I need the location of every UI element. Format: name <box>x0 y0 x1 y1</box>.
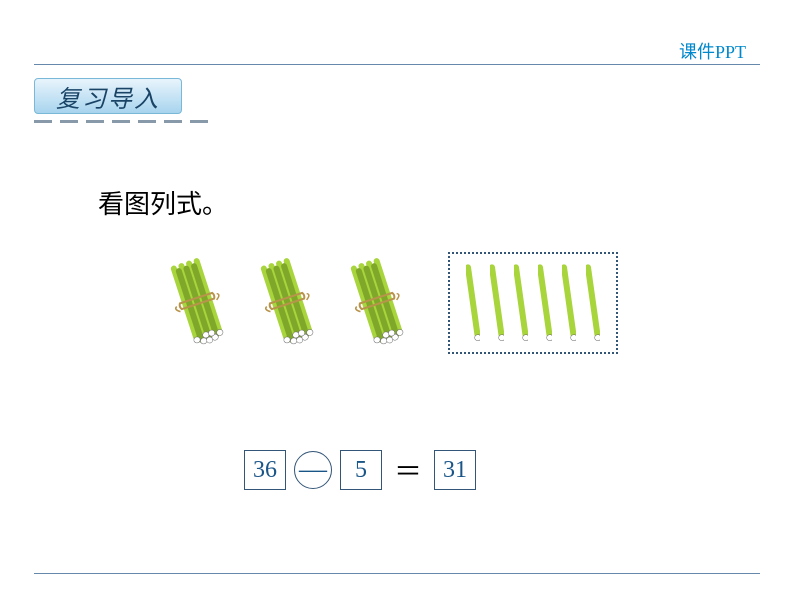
loose-stick <box>538 262 552 344</box>
stick-bundle <box>338 254 416 353</box>
equation-equals-sign: ＝ <box>390 450 426 490</box>
equation-num2-box: 5 <box>340 450 382 490</box>
loose-stick <box>562 262 576 344</box>
stick-bundle <box>158 254 236 353</box>
instruction-text: 看图列式。 <box>98 184 228 221</box>
loose-stick <box>514 262 528 344</box>
loose-stick <box>466 262 480 344</box>
equation-row: 36 — 5 ＝ 31 <box>244 450 476 490</box>
header-ppt-label: 课件PPT <box>679 38 746 64</box>
equation-num1-box: 36 <box>244 450 286 490</box>
loose-stick <box>586 262 600 344</box>
stick-bundle <box>248 254 326 353</box>
equation-operator-circle: — <box>294 451 332 489</box>
sticks-illustration <box>158 252 618 354</box>
dash-underline <box>34 120 208 123</box>
loose-sticks-box <box>448 252 618 354</box>
bottom-divider <box>34 573 760 574</box>
section-title: 复习导入 <box>56 79 160 114</box>
top-divider <box>34 64 760 65</box>
equation-result-box: 31 <box>434 450 476 490</box>
loose-stick <box>490 262 504 344</box>
section-tab: 复习导入 <box>34 78 182 114</box>
